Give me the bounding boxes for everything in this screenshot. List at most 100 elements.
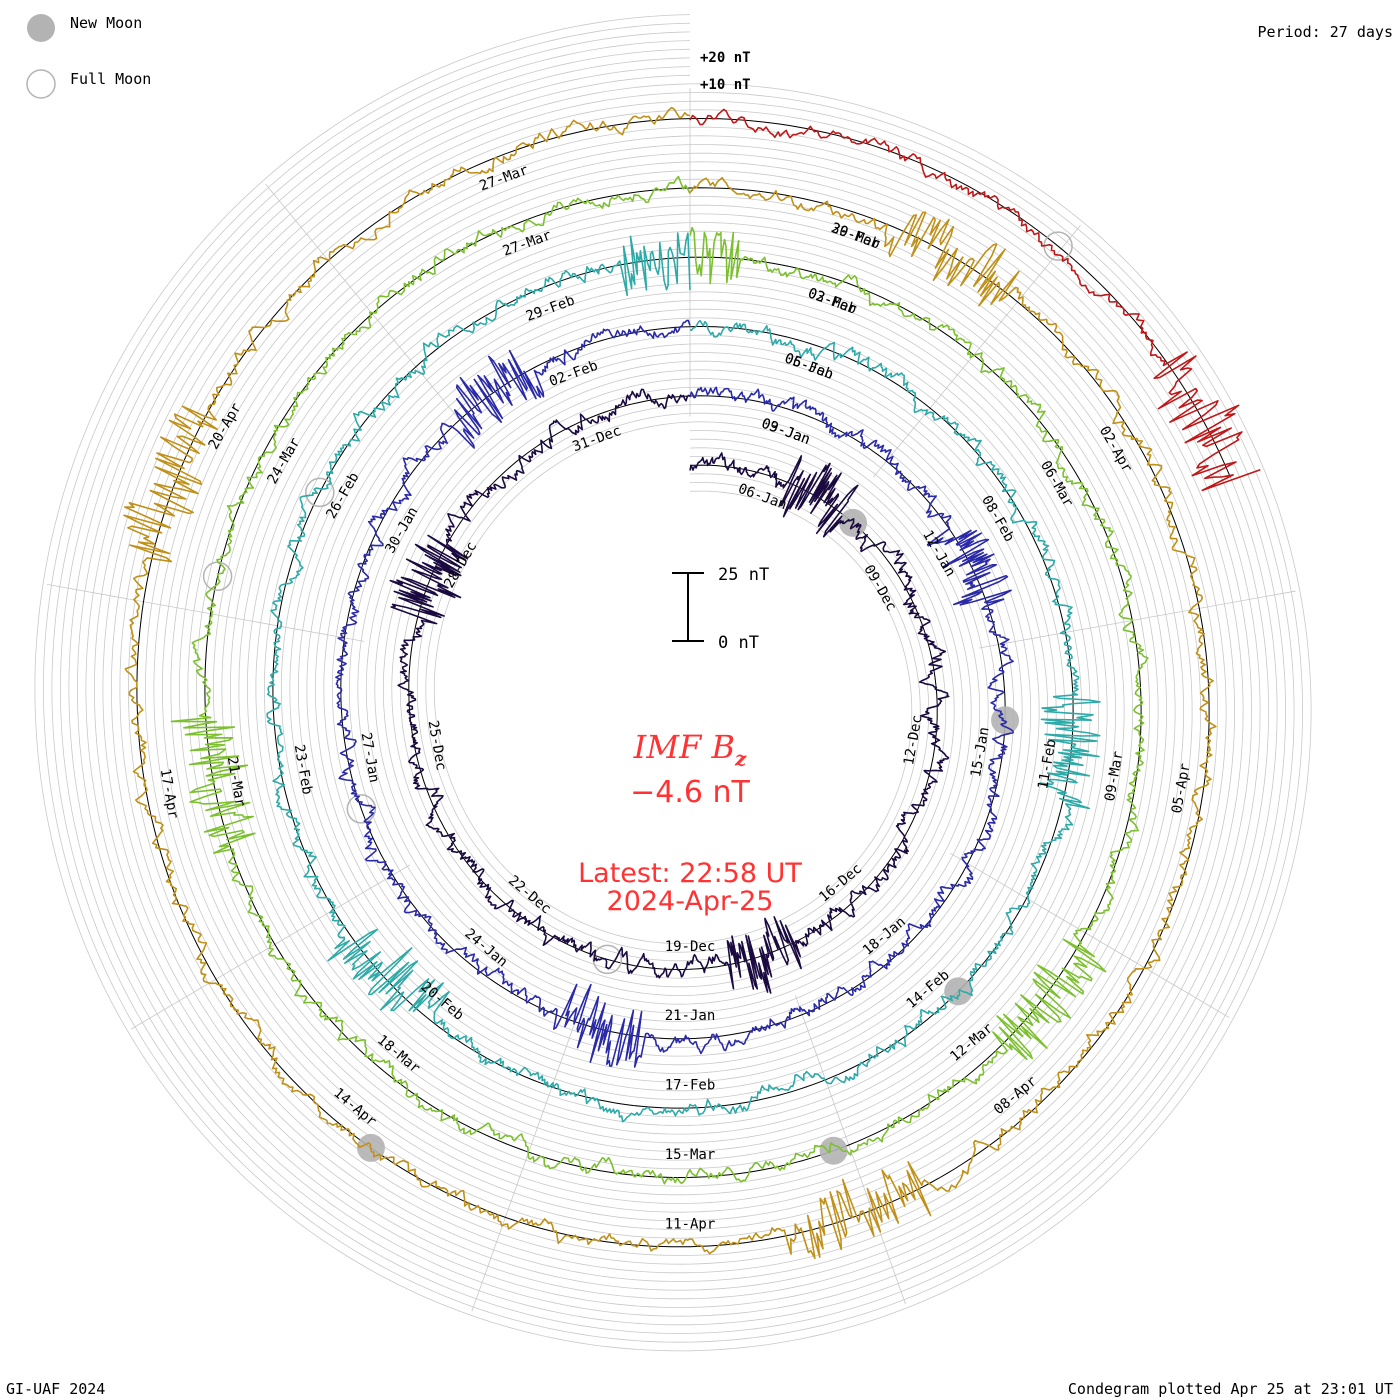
grid-ring — [425, 413, 921, 953]
date-label: 03-Mar — [806, 285, 859, 317]
grid-spoke — [471, 1002, 583, 1312]
grid-ring — [119, 100, 1227, 1265]
grid-ring — [264, 248, 1082, 1118]
grid-ring — [238, 222, 1108, 1144]
grid-ring — [127, 109, 1218, 1256]
grid-ring — [255, 239, 1091, 1126]
grid-ring — [85, 66, 1261, 1300]
grid-ring — [298, 282, 1049, 1083]
grid-ring — [42, 22, 1304, 1343]
date-label: 02-Feb — [547, 358, 600, 390]
date-label: 09-Jan — [759, 416, 812, 448]
date-label: 11-Apr — [665, 1216, 716, 1232]
grid-ring — [416, 404, 930, 962]
date-label: 18-Jan — [860, 914, 909, 959]
current-value: −4.6 nT — [630, 775, 750, 810]
grid-spoke — [950, 852, 1230, 1018]
new-moon-legend-label: New Moon — [70, 14, 143, 32]
grid-ring — [144, 126, 1201, 1239]
grid-spoke — [795, 995, 906, 1305]
date-label: 09-Dec — [860, 562, 899, 614]
grid-ring — [281, 265, 1065, 1100]
date-label: 12-Jan — [919, 528, 958, 580]
grid-ring — [170, 152, 1176, 1213]
bz-trace-turn-4 — [170, 175, 1149, 1185]
plotted-label: Condegram plotted Apr 25 at 23:01 UT — [1067, 1380, 1393, 1398]
date-label: 17-Feb — [665, 1078, 716, 1094]
baseline-turn-2 — [340, 326, 1006, 1040]
date-label: 29-Feb — [524, 293, 577, 325]
grid-ring — [247, 230, 1099, 1135]
grid-spoke — [265, 183, 473, 436]
grid-ring — [374, 361, 972, 1005]
scale-bar: 25 nT 0 nT — [672, 565, 769, 653]
date-label: 21-Jan — [665, 1008, 716, 1024]
moon-marker-full — [305, 477, 335, 508]
grid-ring — [68, 48, 1278, 1317]
grid-ring — [433, 421, 913, 944]
grid-ring — [365, 352, 981, 1014]
date-label: 30-Mar — [829, 220, 882, 252]
grid-ring — [59, 40, 1287, 1326]
grid-ring — [340, 326, 1006, 1040]
date-label: 15-Mar — [665, 1147, 716, 1163]
grid-ring — [221, 204, 1125, 1161]
grid-ring — [34, 14, 1312, 1352]
baseline-turn-4 — [204, 187, 1142, 1178]
grid-ring — [102, 83, 1244, 1282]
moon-marker-new — [819, 1136, 848, 1165]
parameter-name: IMF B — [633, 728, 735, 766]
date-label: 12-Mar — [947, 1020, 996, 1065]
grid-ring — [391, 378, 955, 988]
date-label: 15-Jan — [968, 726, 993, 779]
grid-ring — [382, 369, 964, 996]
grid-ring — [162, 144, 1184, 1222]
bz-trace-turn-2 — [335, 319, 1014, 1068]
bz-trace-turn-3 — [266, 232, 1101, 1123]
bz-traces — [123, 106, 1261, 1260]
date-label: 27-Mar — [501, 227, 554, 259]
grid-ring — [213, 196, 1133, 1170]
bz-trace-turn-1 — [389, 388, 950, 994]
grid-ring — [93, 74, 1253, 1291]
grid-ring — [289, 274, 1057, 1092]
date-label: 27-Mar — [477, 162, 530, 194]
grid-ring — [179, 161, 1167, 1204]
grid-spoke — [873, 225, 1081, 478]
grid-ring — [76, 57, 1270, 1308]
date-label: 09-Mar — [1102, 750, 1127, 803]
full-moon-legend-label: Full Moon — [70, 70, 152, 88]
period-label: Period: 27 days — [1257, 23, 1393, 41]
bz-trace-turn-6 — [689, 108, 1261, 492]
scale-top-label: 25 nT — [718, 565, 769, 585]
grid-ring — [153, 135, 1193, 1230]
moon-marker-full — [592, 944, 623, 975]
grid-ring — [187, 170, 1159, 1196]
grid-ring — [306, 291, 1040, 1074]
grid-ring — [230, 213, 1116, 1152]
date-labels: 06-Jan09-Dec12-Dec16-Dec19-Dec22-Dec25-D… — [157, 162, 1194, 1232]
credit-label: GI-UAF 2024 — [6, 1380, 106, 1398]
grid-ring — [315, 300, 1032, 1066]
grid-ring — [110, 92, 1236, 1274]
ring-scale-labels: +20 nT +10 nT — [700, 50, 751, 93]
new-moon-legend-icon — [27, 14, 55, 42]
date-label: 05-Apr — [1169, 762, 1194, 815]
baseline-turn-6 — [689, 117, 1231, 478]
grid-ring — [51, 31, 1295, 1334]
latest-time: Latest: 22:58 UT — [578, 858, 802, 889]
moon-marker-new — [991, 706, 1020, 735]
grid-spoke — [46, 583, 365, 642]
bz-trace-turn-5 — [123, 106, 1217, 1260]
date-label: 12-Dec — [901, 714, 926, 767]
full-moon-legend-icon — [26, 69, 56, 99]
date-label: 11-Feb — [1035, 738, 1060, 791]
date-label: 05-Feb — [782, 351, 835, 383]
grid-spoke — [978, 590, 1296, 649]
ring-label-10: +10 nT — [700, 77, 751, 93]
latest-date: 2024-Apr-25 — [606, 886, 774, 917]
ring-label-20: +20 nT — [700, 50, 751, 66]
baseline-turn-1 — [408, 395, 938, 970]
date-label: 19-Dec — [665, 939, 716, 955]
